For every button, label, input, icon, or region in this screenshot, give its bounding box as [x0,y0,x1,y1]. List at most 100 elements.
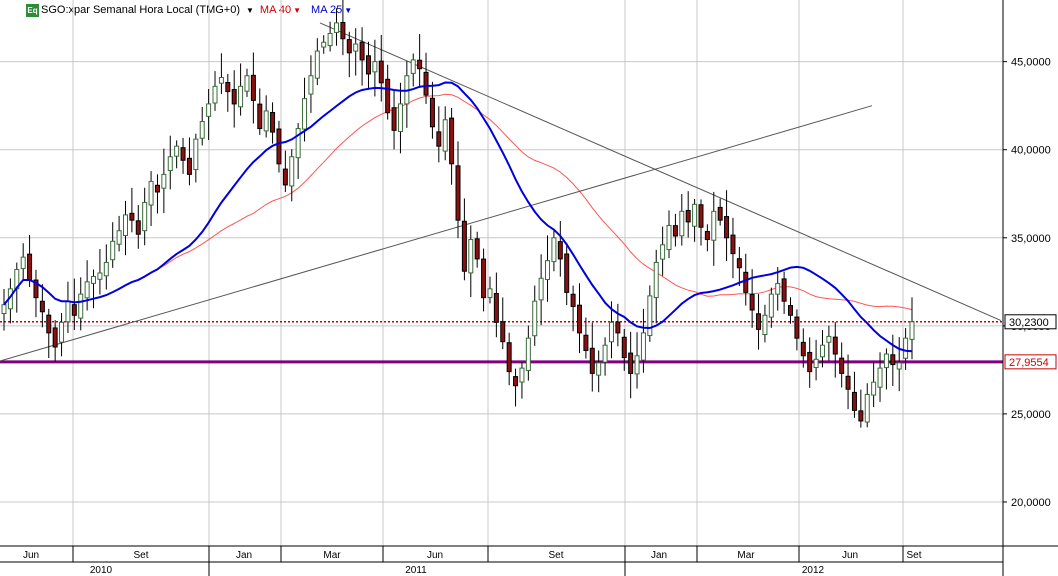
month-label: Set [548,550,563,561]
candle [826,325,832,361]
candle-body [461,220,467,272]
candle-body [59,321,65,343]
candle [724,190,730,261]
candle [871,361,877,408]
candle [621,328,627,371]
candle [244,68,250,97]
candle-body [564,253,570,293]
candle [378,34,384,102]
candle [775,267,781,311]
candle [519,362,525,399]
candle [883,348,889,390]
month-label: Set [133,550,148,561]
candle [449,107,455,185]
candle-body [180,147,186,161]
ma25-legend[interactable]: MA 25 ▼ [311,4,353,16]
candle [762,304,768,343]
candle [39,284,45,328]
candle-body [250,74,256,101]
candle-body [736,258,742,269]
candle-body [410,59,416,74]
candle [736,246,742,287]
candle-body [91,276,97,284]
candle [455,141,461,239]
candle-body [78,293,84,319]
trendline-falling [319,22,1002,322]
candle-body [909,321,915,340]
candle [346,31,352,78]
month-label: Jun [427,550,443,561]
candle-body [71,304,77,316]
candle-body [851,391,857,411]
candle-body [225,82,231,93]
candle [756,294,762,350]
month-label: Jan [651,550,667,561]
candle [212,71,218,111]
candle-body [807,351,813,373]
chevron-down-icon[interactable]: ▼ [246,5,254,15]
candle [167,135,173,190]
candle-body [46,314,52,334]
candle-body [813,358,819,369]
candle-body [314,50,320,79]
candle-body [666,224,672,251]
candle-body [583,334,589,351]
ma40-legend[interactable]: MA 40 ▼ [259,4,302,16]
price-label: 30,2300 [1009,317,1049,329]
candle-body [276,128,282,165]
y-tick-label: 45,0000 [1011,57,1051,69]
candle-body [506,342,512,373]
candle-body [871,381,877,396]
candle-body [519,367,525,383]
candle-body [672,225,678,237]
candle-body [135,220,141,235]
candle [583,317,589,359]
candle-body [282,168,288,186]
candle [653,249,659,324]
candle-body [692,203,698,227]
candle [365,41,371,90]
candle-body [167,156,173,172]
candle-body [257,103,263,130]
candle-body [698,204,704,228]
candle [717,198,723,226]
candle [52,320,58,362]
candle-body [608,321,614,343]
candle [122,200,128,256]
candle [704,224,710,252]
candle-body [532,300,538,337]
candle-body [97,272,103,280]
candle [647,285,653,342]
y-tick-label: 40,0000 [1011,145,1051,157]
candle [359,27,365,86]
candle [903,328,909,370]
candle [851,371,857,418]
candle [768,287,774,328]
candle-body [244,75,250,92]
candle [314,38,320,86]
candle-body [161,173,167,189]
candle-body [513,376,519,387]
candle [78,277,84,331]
chart-title[interactable]: SGO:xpar Semanal Hora Local (TMG+0) [41,4,240,16]
candle [679,194,685,246]
candle [781,271,787,314]
candle [276,120,282,173]
candle-body [33,279,39,299]
chevron-down-icon: ▼ [344,6,353,15]
candle-body [545,260,551,281]
year-label: 2010 [90,565,113,576]
candle [231,70,237,128]
price-label: 27,9554 [1009,357,1049,369]
candle-body [832,336,838,355]
candle [551,230,557,272]
candle [282,150,288,193]
candle-body [116,230,122,245]
candle-body [883,353,889,369]
candle [660,226,666,276]
candle-body [621,336,627,359]
candle [321,35,327,54]
candle [327,21,333,52]
candle [525,325,531,381]
